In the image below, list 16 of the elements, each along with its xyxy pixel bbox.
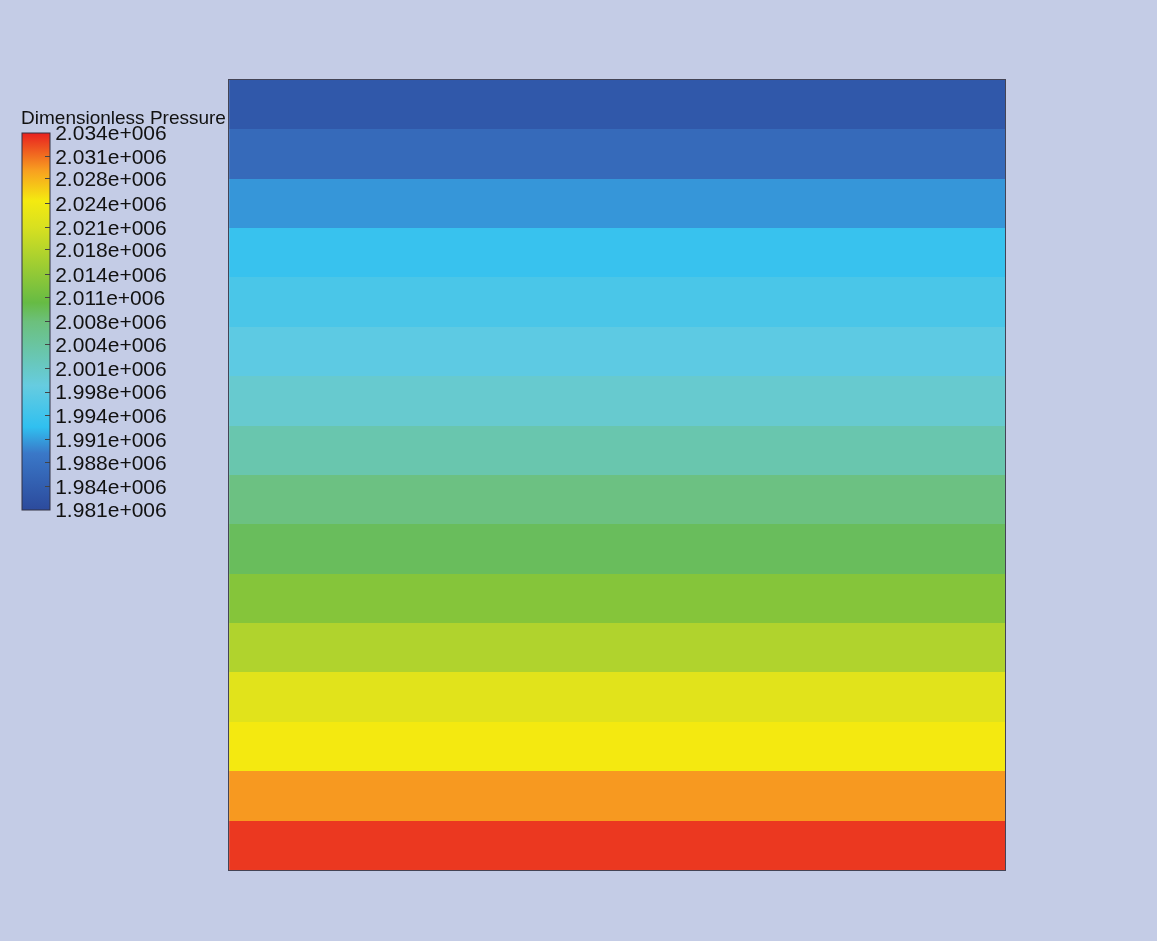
color-bar-label: 1.988e+006 [55,451,167,475]
color-bar-label: 2.021e+006 [55,215,167,239]
color-bar-label: 1.994e+006 [55,404,167,428]
color-bar-label: 1.981e+006 [55,498,167,522]
color-bar-label: 2.018e+006 [55,237,167,261]
color-bar-label: 1.984e+006 [55,474,167,498]
color-bar-label: 2.001e+006 [55,356,167,380]
color-bar-label: 2.008e+006 [55,309,167,333]
color-bar-label: 2.011e+006 [55,286,166,310]
color-bar-label: 2.004e+006 [55,333,167,357]
color-bar-label: 2.031e+006 [55,144,167,168]
color-bar-label: 2.014e+006 [55,262,167,286]
color-bar-label: 2.024e+006 [55,191,167,215]
color-bar-label: 2.028e+006 [55,166,167,190]
color-bar-label: 1.998e+006 [55,380,167,404]
color-bar-label: 1.991e+006 [55,427,167,451]
